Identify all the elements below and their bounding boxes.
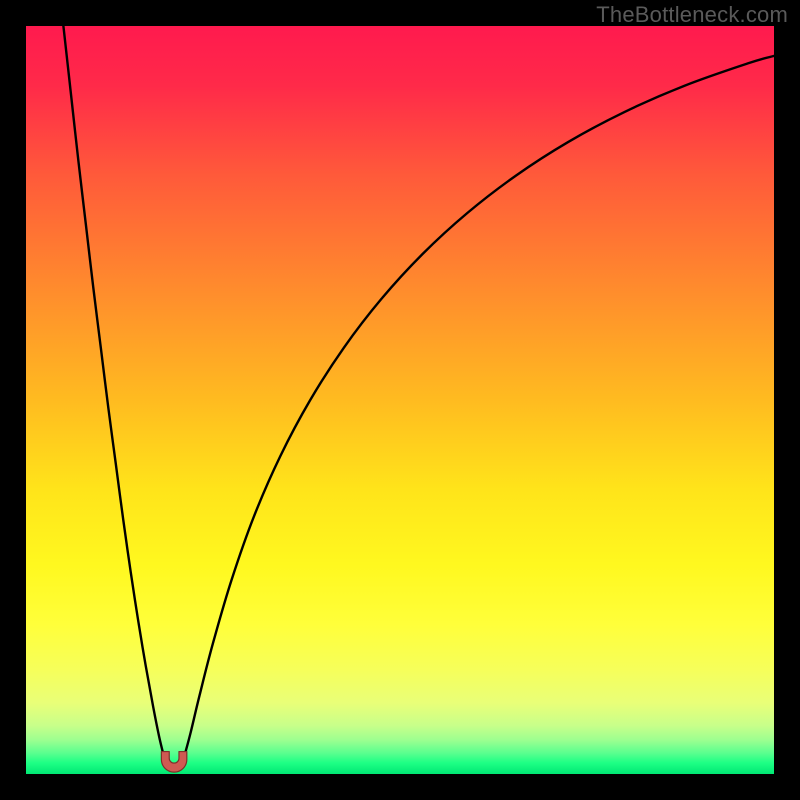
- attribution-text: TheBottleneck.com: [596, 2, 788, 28]
- bottleneck-chart: [0, 0, 800, 800]
- chart-container: TheBottleneck.com: [0, 0, 800, 800]
- plot-background-gradient: [26, 26, 774, 774]
